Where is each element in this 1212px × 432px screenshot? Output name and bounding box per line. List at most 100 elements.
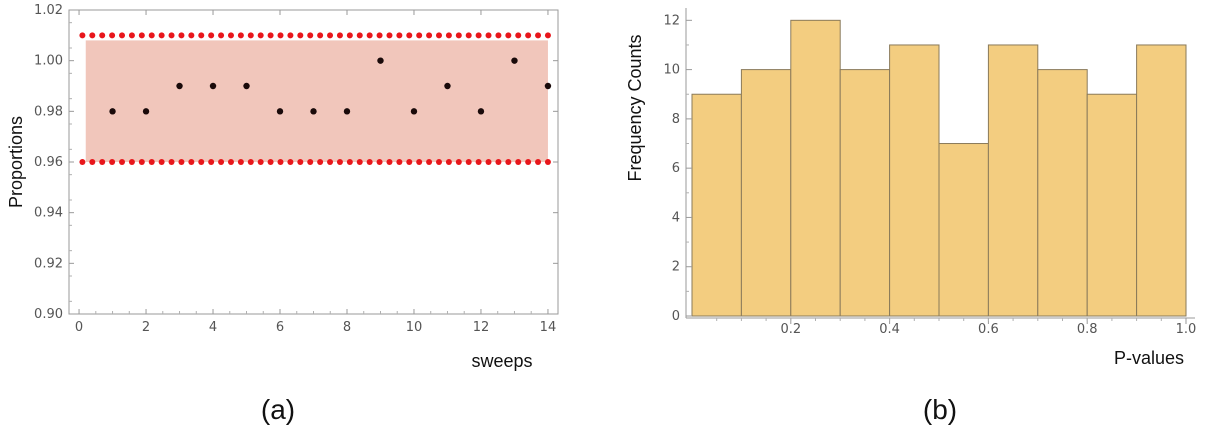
upper-bound-dot <box>327 32 334 39</box>
lower-bound-dot <box>346 159 353 165</box>
upper-bound-dot <box>396 32 403 39</box>
lower-bound-dot <box>198 159 205 165</box>
x-tick-label: 14 <box>540 320 557 335</box>
upper-bound-dot <box>356 32 363 39</box>
y-tick-label: 12 <box>663 13 680 28</box>
lower-bound-dot <box>336 159 343 165</box>
upper-bound-dot <box>119 32 126 39</box>
histogram-bar <box>987 44 1039 317</box>
chart-a-point-layer <box>109 57 552 115</box>
lower-bound-dot <box>505 159 512 165</box>
data-point <box>343 108 351 115</box>
lower-bound-dot <box>277 159 284 165</box>
upper-bound-dot <box>237 32 244 39</box>
chart-a-x-ticks: 0 2 4 6 8 10 12 14 <box>75 10 556 335</box>
data-point <box>243 82 250 90</box>
y-tick-label: 10 <box>663 63 680 78</box>
histogram-bar <box>938 143 989 317</box>
lower-bound-dot <box>138 159 145 165</box>
data-point <box>276 108 284 115</box>
lower-bound-dot <box>317 159 324 165</box>
lower-bound-dot <box>237 159 244 165</box>
data-point <box>477 108 485 115</box>
data-point <box>377 57 384 64</box>
upper-bound-dot <box>307 32 314 39</box>
y-tick-label: 1.02 <box>34 3 63 18</box>
histogram-bar <box>691 93 742 317</box>
upper-bound-dot <box>138 32 145 39</box>
upper-bound-dot <box>257 32 264 39</box>
lower-bound-dot <box>386 159 393 165</box>
lower-bound-dot <box>109 159 116 165</box>
confidence-band <box>85 40 548 162</box>
lower-bound-dot <box>396 159 403 165</box>
chart-b: 0 2 4 6 8 10 12 0.2 0.4 0.6 0.8 1.0 Frequency Coun… <box>625 8 1196 425</box>
upper-bound-dot <box>386 32 393 39</box>
upper-bound-dot <box>505 32 512 39</box>
y-tick-label: 1.00 <box>34 54 63 69</box>
lower-bound-dot <box>188 159 195 165</box>
chart-b-y-axis-label: Frequency Counts <box>625 34 645 181</box>
upper-bound-dot <box>297 32 304 39</box>
lower-bound-dot <box>257 159 264 165</box>
upper-bound-dot <box>416 32 423 39</box>
chart-a-panel-label: (a) <box>261 394 295 425</box>
lower-bound-dot <box>535 159 542 165</box>
lower-bound-dot <box>515 159 522 165</box>
x-tick-label: 0.2 <box>780 322 801 337</box>
upper-bound-dot <box>515 32 522 39</box>
chart-a: 0.90 0.92 0.94 0.96 0.98 1.00 1.02 0 2 4 6 8 10 12 14… <box>6 3 559 425</box>
y-tick-label: 4 <box>672 210 680 225</box>
lower-bound-dot <box>297 159 304 165</box>
chart-b-y-ticks: 0 2 4 6 8 10 12 <box>663 13 692 324</box>
y-tick-label: 0 <box>672 309 680 324</box>
lower-bound-dot <box>99 159 106 165</box>
upper-bound-dot <box>198 32 205 39</box>
data-point <box>544 82 552 90</box>
lower-bound-dot <box>356 159 363 165</box>
lower-bound-dot <box>544 159 551 165</box>
histogram-bar <box>1086 93 1138 317</box>
upper-bound-dot <box>89 32 96 39</box>
upper-bound-dot <box>218 32 225 39</box>
upper-bound-dot <box>495 32 502 39</box>
upper-bound-dot <box>455 32 462 39</box>
y-tick-label: 0.94 <box>34 206 63 221</box>
data-point <box>176 82 183 90</box>
histogram-bar <box>740 69 792 317</box>
upper-bound-dot <box>79 32 86 39</box>
upper-bound-dot <box>445 32 452 39</box>
upper-bound-dot <box>208 32 215 39</box>
lower-bound-dot <box>178 159 185 165</box>
lower-bound-dot <box>168 159 175 165</box>
lower-bound-dot <box>208 159 215 165</box>
upper-bound-dot <box>148 32 155 39</box>
chart-b-x-ticks: 0.2 0.4 0.6 0.8 1.0 <box>716 318 1196 337</box>
x-tick-label: 10 <box>406 320 423 335</box>
x-tick-label: 8 <box>343 320 351 335</box>
data-point <box>444 82 451 90</box>
upper-bound-dot <box>525 32 532 39</box>
lower-bound-dot <box>406 159 413 165</box>
histogram-bar <box>1136 44 1187 317</box>
x-tick-label: 12 <box>473 320 490 335</box>
y-tick-label: 6 <box>672 161 680 176</box>
upper-bound-dot <box>317 32 324 39</box>
y-tick-label: 0.98 <box>34 104 63 119</box>
y-tick-label: 0.90 <box>34 307 63 322</box>
lower-bound-dot <box>119 159 126 165</box>
upper-bound-dot <box>247 32 254 39</box>
upper-bound-dot <box>158 32 165 39</box>
upper-bound-dot <box>99 32 106 39</box>
data-point <box>142 108 150 115</box>
lower-bound-dot <box>445 159 452 165</box>
lower-bound-dot <box>495 159 502 165</box>
upper-bound-dot <box>178 32 185 39</box>
upper-bound-dot <box>227 32 234 39</box>
lower-bound-dot <box>89 159 96 165</box>
chart-b-bar-layer <box>691 19 1187 317</box>
chart-b-panel-label: (b) <box>923 394 957 425</box>
lower-bound-dot <box>426 159 433 165</box>
lower-bound-dot <box>475 159 482 165</box>
